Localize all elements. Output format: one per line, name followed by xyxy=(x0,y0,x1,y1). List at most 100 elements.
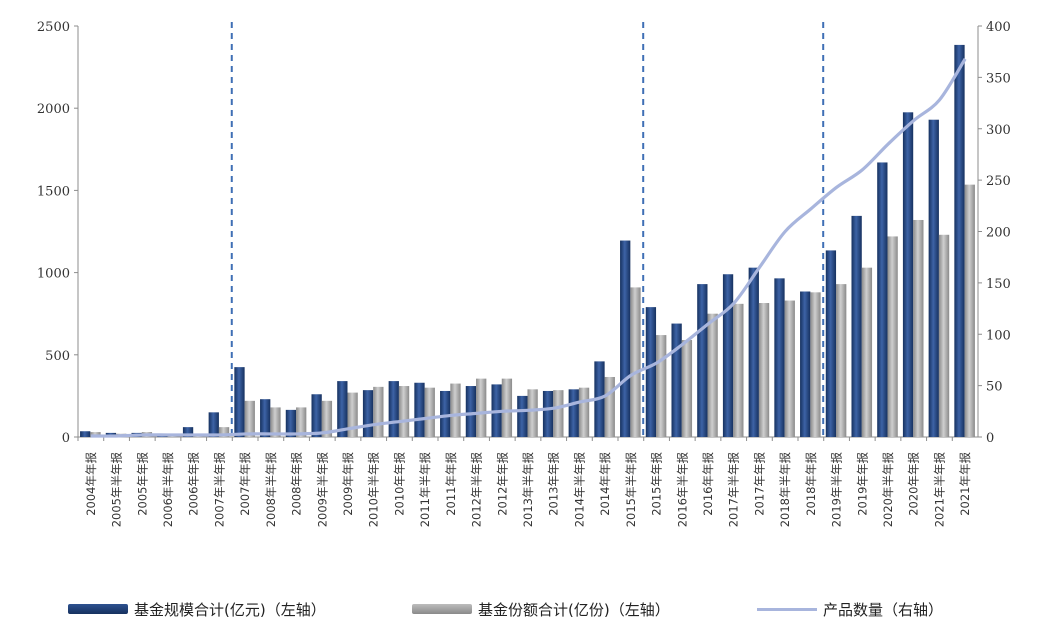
legend-item-product-count: 产品数量（右轴） xyxy=(757,594,943,624)
x-axis-category-label: 2007年年报 xyxy=(238,452,252,516)
bar-fund-size xyxy=(748,267,759,437)
bar-fund-shares xyxy=(707,313,718,437)
bar-fund-shares xyxy=(656,335,667,437)
x-axis-category-label: 2018年半年报 xyxy=(778,452,792,528)
right-axis-tick-label: 150 xyxy=(986,277,1011,292)
x-axis-category-label: 2014年半年报 xyxy=(572,452,586,528)
x-axis-category-label: 2009年年报 xyxy=(341,452,355,516)
bars-group xyxy=(80,44,975,437)
legend-label-fund-shares: 基金份额合计(亿份)（左轴） xyxy=(478,600,670,619)
bar-fund-size xyxy=(337,381,348,437)
right-axis-tick-label: 50 xyxy=(986,380,1003,395)
bar-fund-shares xyxy=(913,219,924,437)
legend-label-fund-size: 基金规模合计(亿元)（左轴） xyxy=(134,600,326,619)
left-axis-tick-label: 2000 xyxy=(37,102,70,117)
bar-fund-shares xyxy=(810,292,821,437)
bar-fund-size xyxy=(388,381,399,437)
bar-fund-size xyxy=(954,44,965,437)
bar-fund-shares xyxy=(887,236,898,437)
bar-fund-shares xyxy=(733,303,744,437)
legend-label-product-count: 产品数量（右轴） xyxy=(823,600,944,619)
bar-fund-shares xyxy=(861,267,873,437)
right-axis-tick-label: 250 xyxy=(986,174,1011,189)
bar-fund-size xyxy=(465,386,477,437)
tick-labels-group: 0 500 1000 1500 2000 2500 0 50 100 150 200 250 300 35… xyxy=(37,20,1011,527)
left-axis-tick-label: 1000 xyxy=(37,267,70,282)
x-axis-category-label: 2016年年报 xyxy=(701,452,715,516)
left-axis-tick-label: 1500 xyxy=(37,184,70,199)
legend: 基金规模合计(亿元)（左轴） 基金份额合计(亿份)（左轴） 产品数量（右轴） xyxy=(0,594,1044,624)
x-axis-category-label: 2004年年报 xyxy=(84,452,98,516)
line-series-group xyxy=(90,58,967,438)
bar-fund-shares xyxy=(501,378,513,437)
line-product-count xyxy=(90,58,967,438)
bar-fund-shares xyxy=(964,184,975,437)
bar-fund-size xyxy=(825,250,837,437)
bar-fund-size xyxy=(414,382,425,437)
bar-fund-shares xyxy=(553,390,564,437)
bar-fund-shares xyxy=(244,400,255,437)
bar-fund-shares xyxy=(476,378,487,437)
x-axis-category-label: 2006年年报 xyxy=(187,452,201,516)
x-axis-category-label: 2006年半年报 xyxy=(161,452,175,528)
bar-fund-shares xyxy=(938,234,950,437)
left-axis-tick-label: 0 xyxy=(62,431,70,446)
bar-fund-shares xyxy=(527,389,538,437)
x-axis-category-label: 2018年年报 xyxy=(804,452,818,516)
bar-fund-size xyxy=(774,278,785,437)
x-axis-category-label: 2021年半年报 xyxy=(932,452,946,528)
bar-fund-size xyxy=(671,323,682,437)
right-axis-tick-label: 300 xyxy=(986,123,1011,138)
chart-canvas: 0 500 1000 1500 2000 2500 0 50 100 150 200 250 300 35… xyxy=(37,20,1011,527)
right-axis-tick-label: 100 xyxy=(986,328,1011,343)
x-axis-category-label: 2009年半年报 xyxy=(315,452,329,528)
bar-fund-size xyxy=(517,395,528,437)
bar-fund-size xyxy=(311,394,322,437)
x-axis-category-label: 2017年半年报 xyxy=(727,452,741,528)
bar-fund-shares xyxy=(450,383,461,437)
bar-fund-size xyxy=(851,215,862,437)
x-axis-category-label: 2013年年报 xyxy=(547,452,561,516)
bar-fund-shares xyxy=(321,400,333,437)
bar-fund-size xyxy=(722,274,734,437)
right-axis-tick-label: 350 xyxy=(986,71,1011,86)
x-axis-category-label: 2005年半年报 xyxy=(110,452,124,528)
x-axis-category-label: 2010年半年报 xyxy=(367,452,381,528)
left-axis-tick-label: 500 xyxy=(45,349,70,364)
x-axis-category-label: 2017年年报 xyxy=(752,452,766,516)
right-axis-tick-label: 200 xyxy=(986,226,1011,241)
x-axis-category-label: 2020年半年报 xyxy=(881,452,895,528)
bar-fund-shares xyxy=(373,386,384,437)
legend-swatch-fund-shares xyxy=(412,604,472,614)
bar-fund-size xyxy=(440,390,451,437)
bar-fund-size xyxy=(542,390,554,437)
bar-fund-shares xyxy=(347,392,358,437)
bar-fund-size xyxy=(80,431,91,437)
legend-swatch-product-count xyxy=(757,607,817,611)
bar-fund-size xyxy=(928,119,939,437)
x-axis-category-label: 2020年年报 xyxy=(907,452,921,516)
bar-fund-size xyxy=(645,307,657,437)
x-axis-category-label: 2008年年报 xyxy=(290,452,304,516)
right-axis-tick-label: 0 xyxy=(986,431,994,446)
x-axis-category-label: 2007年半年报 xyxy=(212,452,226,528)
x-axis-category-label: 2005年年报 xyxy=(135,452,149,516)
bar-fund-size xyxy=(260,399,271,437)
x-axis-category-label: 2011年半年报 xyxy=(418,452,432,528)
bar-fund-shares xyxy=(784,300,795,437)
bar-fund-shares xyxy=(758,303,770,437)
x-axis-category-label: 2019年半年报 xyxy=(830,452,844,528)
x-axis-category-label: 2021年年报 xyxy=(958,452,972,516)
bar-fund-size xyxy=(697,284,708,437)
bar-fund-size xyxy=(800,291,811,437)
x-axis-category-label: 2012年年报 xyxy=(495,452,509,516)
bar-fund-shares xyxy=(578,387,590,437)
x-axis-category-label: 2014年年报 xyxy=(598,452,612,516)
x-axis-category-label: 2015年半年报 xyxy=(624,452,638,528)
bar-fund-size xyxy=(877,162,888,437)
x-axis-category-label: 2015年年报 xyxy=(650,452,664,516)
bar-fund-shares xyxy=(604,376,615,437)
legend-item-fund-size: 基金规模合计(亿元)（左轴） xyxy=(68,594,326,624)
right-axis-tick-label: 400 xyxy=(986,20,1011,35)
bar-fund-shares xyxy=(836,284,847,437)
